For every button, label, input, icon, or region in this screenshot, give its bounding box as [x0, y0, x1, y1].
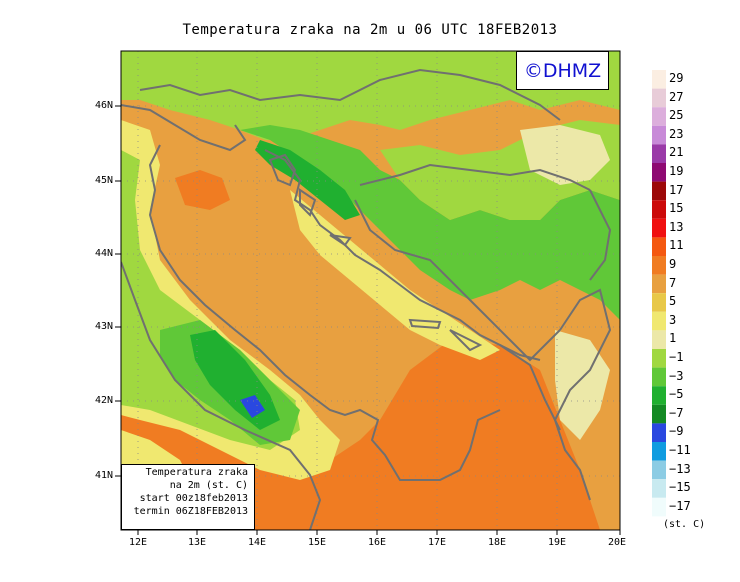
colorbar-swatch-2 — [652, 107, 666, 126]
colorbar-label: 1 — [669, 331, 677, 346]
colorbar-swatch-15 — [652, 349, 666, 368]
colorbar-label: 5 — [669, 294, 677, 309]
colorbar-swatch-18 — [652, 404, 666, 424]
colorbar-label: −1 — [669, 350, 684, 364]
colorbar-swatch-9 — [652, 237, 666, 256]
island-1 — [299, 188, 317, 217]
colorbar-swatch-1 — [652, 88, 666, 108]
colorbar-label: −5 — [669, 387, 684, 402]
colorbar-label: 15 — [669, 201, 684, 216]
lon-label-20e: 20E — [608, 537, 627, 548]
north-adriatic-warm-patch — [175, 170, 230, 210]
colorbar-swatch-16 — [652, 367, 666, 387]
colorbar-swatch-21 — [652, 460, 666, 480]
lon-label-16e: 16E — [368, 537, 387, 548]
info-line-1: Temperatura zraka — [145, 467, 248, 478]
colorbar-swatch-22 — [652, 479, 666, 498]
colorbar-swatch-8 — [652, 218, 666, 238]
lat-label-44n: 44N — [95, 248, 114, 259]
info-line-2: na 2m (st. C) — [169, 480, 248, 491]
colorbar-label: 25 — [669, 108, 684, 123]
lon-label-14e: 14E — [248, 537, 267, 548]
colorbar-swatch-19 — [652, 423, 666, 442]
colorbar-swatch-14 — [652, 330, 666, 349]
info-line-4: termin 06Z18FEB2013 — [133, 506, 248, 517]
colorbar-swatch-17 — [652, 386, 666, 405]
colorbar-label: −11 — [669, 443, 691, 457]
colorbar-swatch-13 — [652, 311, 666, 331]
dinaric-alps-cold — [240, 125, 620, 320]
cold-pocket — [240, 395, 265, 418]
lon-label-18e: 18E — [488, 537, 507, 548]
colorbar-swatch-12 — [652, 293, 666, 312]
colorbar-swatch-5 — [652, 163, 666, 182]
colorbar-swatch-3 — [652, 125, 666, 145]
mountain-border — [499, 344, 561, 431]
colorbar-label: 17 — [669, 182, 684, 197]
axis-ticks — [115, 105, 621, 535]
croatia-bosnia-border — [359, 163, 591, 191]
lat-label-46n: 46N — [95, 100, 114, 111]
lat-label-42n: 42N — [95, 395, 114, 406]
colorbar-label: −3 — [669, 368, 684, 383]
inner-border — [354, 199, 561, 362]
croatia-coastline — [264, 149, 541, 361]
lon-label-13e: 13E — [188, 537, 207, 548]
colorbar-label: 3 — [669, 312, 677, 327]
balkan-border — [553, 288, 612, 501]
colorbar-swatch-10 — [652, 256, 666, 275]
lat-label-43n: 43N — [95, 321, 114, 332]
coastline-borders — [121, 68, 612, 530]
lat-label-41n: 41N — [95, 470, 114, 481]
colorbar-label: 23 — [669, 126, 684, 141]
colorbar-label: −9 — [669, 424, 684, 439]
colorbar-label: 7 — [669, 275, 677, 290]
colorbar-label: 13 — [669, 219, 684, 234]
colorbar-swatch-4 — [652, 144, 666, 163]
colorbar-label: 29 — [669, 71, 684, 85]
island-4 — [449, 329, 483, 352]
colorbar-label: −17 — [669, 498, 691, 513]
colorbar-swatch-0 — [652, 70, 666, 89]
map-frame — [120, 50, 621, 531]
dhmz-logo: ©DHMZ — [516, 51, 609, 90]
coastal-strip — [290, 190, 500, 360]
colorbar-label: 27 — [669, 89, 684, 104]
colorbar-label: 19 — [669, 164, 684, 178]
lat-label-45n: 45N — [95, 175, 114, 186]
colorbar-label: 9 — [669, 257, 677, 271]
italy-coastline — [121, 104, 501, 530]
info-box: Temperatura zraka na 2m (st. C) start 00… — [121, 464, 255, 530]
north-border — [139, 68, 561, 121]
colorbar-swatch-23 — [652, 497, 666, 517]
lon-label-17e: 17E — [428, 537, 447, 548]
istria-outline — [268, 153, 297, 187]
island-3 — [408, 318, 442, 330]
colorbar-swatch-11 — [652, 274, 666, 294]
lon-label-12e: 12E — [129, 537, 148, 548]
colorbar-label: −13 — [669, 461, 691, 476]
colorbar-label: −7 — [669, 405, 684, 420]
colorbar-units: (st. C) — [663, 519, 706, 530]
lon-label-15e: 15E — [308, 537, 327, 548]
colorbar-label: −15 — [669, 480, 691, 495]
colorbar-label: 11 — [669, 238, 684, 253]
dinaric-alps-coldest — [255, 140, 360, 220]
island-2 — [329, 234, 352, 247]
info-line-3: start 00z18feb2013 — [139, 493, 248, 504]
colorbar-swatches — [652, 70, 666, 517]
colorbar-swatch-7 — [652, 200, 666, 219]
colorbar-swatch-6 — [652, 181, 666, 201]
colorbar-label: 21 — [669, 145, 684, 160]
northern-land-cold — [121, 51, 620, 140]
lon-label-19e: 19E — [548, 537, 567, 548]
map-title: Temperatura zraka na 2m u 06 UTC 18FEB20… — [182, 22, 558, 38]
southeast-border — [589, 189, 612, 281]
colorbar-swatch-20 — [652, 442, 666, 461]
